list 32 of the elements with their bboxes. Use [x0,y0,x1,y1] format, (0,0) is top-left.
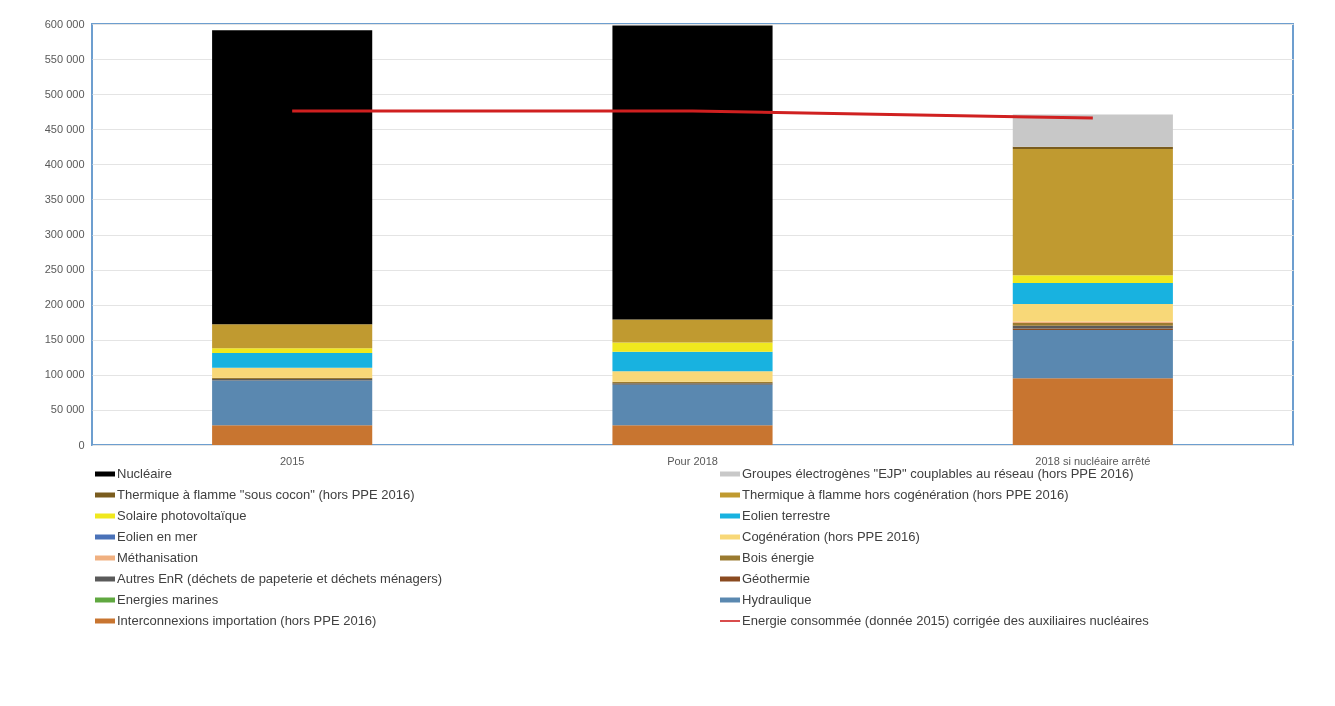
x-tick-label: Pour 2018 [667,454,718,467]
x-tick-label: 2018 si nucléaire arrêté [1035,454,1151,467]
y-tick-label: 200 000 [44,298,85,311]
legend-label: Eolien en mer [117,529,198,544]
legend-label: Méthanisation [117,550,198,565]
legend-label: Géothermie [742,571,810,586]
y-tick-label: 550 000 [44,52,85,65]
legend-label: Bois énergie [742,550,815,565]
legend-label: Eolien terrestre [742,508,831,523]
legend-label: Energie consommée (donnée 2015) corrigée des auxiliaires nucléaires [742,613,1150,628]
y-tick-label: 600 000 [44,17,85,30]
y-tick-label: 50 000 [50,403,85,416]
legend-label: Groupes électrogènes "EJP" couplables au réseau (hors PPE 2016) [742,466,1134,481]
legend-label: Thermique à flamme hors cogénération (hors PPE 2016) [742,487,1069,502]
y-tick-label: 450 000 [44,122,85,135]
legend-label: Autres EnR (déchets de papeterie et déchets ménagers) [117,571,443,586]
legend-label: Interconnexions importation (hors PPE 2016) [117,613,377,628]
y-tick-label: 100 000 [44,368,85,381]
y-tick-label: 250 000 [44,263,85,276]
legend-label: Cogénération (hors PPE 2016) [742,529,920,544]
y-tick-label: 350 000 [44,192,85,205]
y-tick-label: 150 000 [44,333,85,346]
legend-label: Hydraulique [742,592,812,607]
x-tick-label: 2015 [279,454,305,467]
legend-label: Energies marines [117,592,219,607]
y-tick-label: 0 [78,438,85,451]
y-tick-label: 300 000 [44,228,85,240]
legend-label: Thermique à flamme "sous cocon" (hors PPE 2016) [117,487,415,502]
y-tick-label: 400 000 [44,157,85,170]
legend-label: Solaire photovoltaïque [117,508,247,523]
y-tick-label: 500 000 [44,87,85,100]
legend-label: Nucléaire [117,466,172,481]
